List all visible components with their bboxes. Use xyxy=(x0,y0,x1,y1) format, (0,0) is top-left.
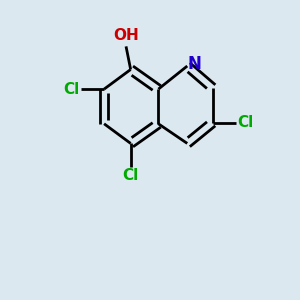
Text: Cl: Cl xyxy=(237,115,253,130)
Text: OH: OH xyxy=(113,28,139,43)
Text: Cl: Cl xyxy=(64,82,80,97)
Text: Cl: Cl xyxy=(122,168,139,183)
Text: N: N xyxy=(187,55,201,73)
